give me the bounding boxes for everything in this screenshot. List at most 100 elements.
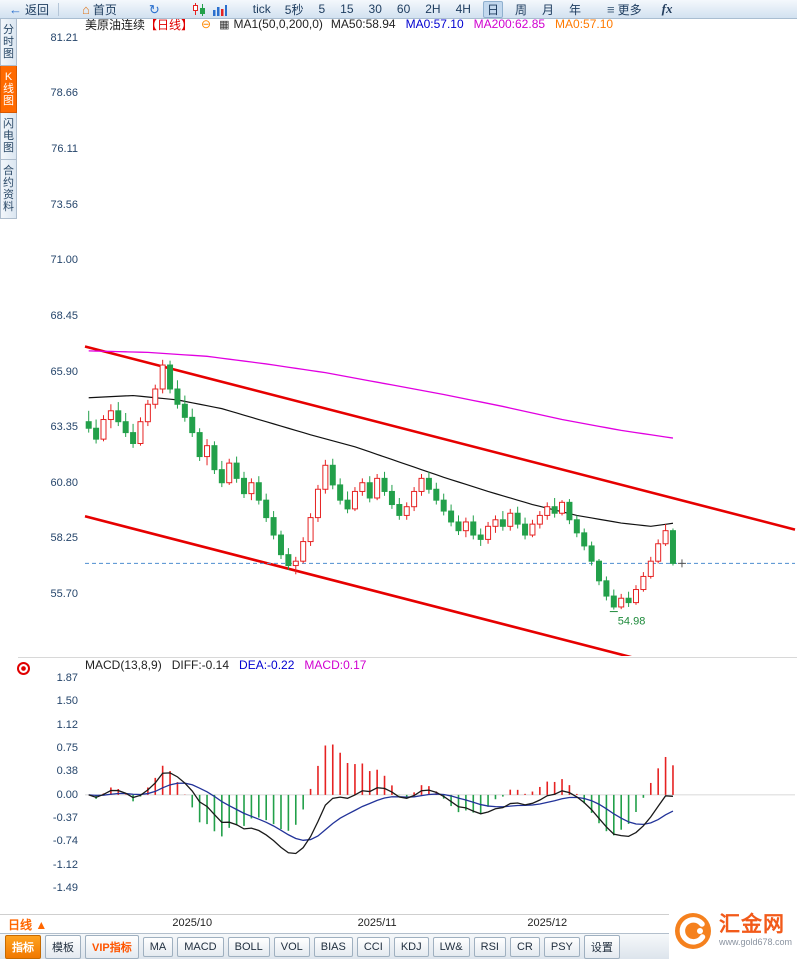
volume-view-button[interactable] <box>209 1 230 18</box>
bottom-toolbar: 指标 模板 VIP指标 MA MACD BOLL VOL BIAS CCI KDJ LW& RSI CR… <box>0 933 797 959</box>
y-axis-label: 55.70 <box>50 587 78 600</box>
period-buttons: 5秒 5 15 30 60 2H 4H 日周月年 <box>282 0 584 18</box>
period-button-2h[interactable]: 2H <box>425 2 441 16</box>
refresh-button[interactable]: ↻ <box>146 1 163 18</box>
x-axis-label: 2025/10 <box>172 917 213 929</box>
chart-plot-area[interactable] <box>85 32 795 898</box>
period-button-15m[interactable]: 15 <box>340 2 354 16</box>
more-label: 更多 <box>617 2 642 17</box>
logo-icon <box>675 913 711 949</box>
period-button-5s[interactable]: 5秒 <box>284 2 304 17</box>
y-axis-label: 81.21 <box>50 31 78 44</box>
indicator-tab-psy[interactable]: PSY <box>543 936 580 957</box>
y-axis-label: 71.00 <box>50 254 78 267</box>
period-button-week[interactable]: 周 <box>514 2 527 17</box>
indicator-tab-macd[interactable]: MACD <box>177 936 224 957</box>
indicator-tab-cr[interactable]: CR <box>509 936 540 957</box>
x-axis-label: 2025/12 <box>527 917 568 929</box>
indicator-tab-rsi[interactable]: RSI <box>473 936 506 957</box>
y-axis-label: 1.50 <box>56 695 78 708</box>
indicator-tab-vol[interactable]: VOL <box>273 936 310 957</box>
period-tag: 【日线】 <box>145 17 194 32</box>
brand-url: www.gold678.com <box>719 937 793 948</box>
y-axis-label: -1.12 <box>52 858 78 871</box>
home-label: 首页 <box>92 2 117 17</box>
period-button-day[interactable]: 日 <box>482 0 503 18</box>
ma-settings-label: MA1(50,0,200,0) <box>233 17 323 31</box>
more-button[interactable]: ≡ 更多 <box>604 1 645 18</box>
y-axis-label: 0.75 <box>56 742 78 754</box>
tick-period-button[interactable]: tick <box>250 1 274 18</box>
ma-value-0: MA50:58.94 <box>330 17 396 31</box>
home-icon: ⌂ <box>82 1 90 17</box>
kline-view-button[interactable] <box>189 1 209 18</box>
candles-layer <box>85 359 676 610</box>
y-axis-label: 73.56 <box>50 198 78 211</box>
y-axis-label: -0.37 <box>52 812 78 824</box>
indicator-tab-vip-indicators[interactable]: VIP指标 <box>85 934 139 959</box>
ma-settings-icon[interactable]: ▦ <box>219 18 230 31</box>
period-button-year[interactable]: 年 <box>568 2 581 17</box>
period-button-30m[interactable]: 30 <box>368 2 382 16</box>
y-axis-label: 68.45 <box>50 309 78 322</box>
indicator-tab-boll[interactable]: BOLL <box>227 936 270 957</box>
home-button[interactable]: ⌂ 首页 <box>79 1 120 18</box>
y-axis-label: 63.35 <box>50 421 78 434</box>
y-axis-label: 1.12 <box>56 718 78 731</box>
menu-icon: ≡ <box>607 1 615 17</box>
indicator-tab-templates[interactable]: 模板 <box>45 934 81 959</box>
toolbar-divider <box>58 2 60 16</box>
indicator-tab-bias[interactable]: BIAS <box>313 936 353 957</box>
x-axis-row <box>18 915 797 933</box>
indicator-tab-indicators[interactable]: 指标 <box>5 934 41 959</box>
symbol-name: 美原油连续 <box>85 17 146 32</box>
indicator-tab-kdj[interactable]: KDJ <box>393 936 429 957</box>
macd-values: DIFF:-0.14 DEA:-0.22 MACD:0.17 <box>172 658 367 672</box>
sidebar-tab-flash-chart[interactable]: 闪电图 <box>0 113 17 160</box>
macd-value-2: MACD:0.17 <box>304 658 367 672</box>
back-button[interactable]: ← 返回 <box>6 1 52 18</box>
ma-lines-layer <box>88 350 674 527</box>
period-button-4h[interactable]: 4H <box>455 2 471 16</box>
y-axis-label: 0.00 <box>56 788 78 801</box>
y-axis-label: 78.66 <box>50 87 78 100</box>
x-axis-label: 2025/11 <box>357 917 397 929</box>
refresh-icon: ↻ <box>148 1 160 17</box>
period-button-5m[interactable]: 5 <box>318 2 326 16</box>
bar-chart-icon <box>212 4 227 16</box>
ma-value-2: MA200:62.85 <box>473 17 546 31</box>
period-button-month[interactable]: 月 <box>541 2 554 17</box>
brand-name: 汇金网 <box>719 913 785 937</box>
fx-icon: fx <box>661 1 673 16</box>
y-axis-label: 76.11 <box>51 143 78 156</box>
indicator-badge-icon[interactable]: ⊖ <box>201 17 212 31</box>
y-axis-label: 60.80 <box>50 476 78 489</box>
macd-value-1: DEA:-0.22 <box>239 658 295 672</box>
sidebar-tab-contract-info[interactable]: 合约资料 <box>0 160 17 219</box>
ma-values: MA50:58.94 MA0:57.10 MA200:62.85 MA0:57.10 <box>331 17 613 31</box>
macd-settings-label: MACD(13,8,9) <box>85 658 162 672</box>
brand-logo[interactable]: 汇金网 www.gold678.com <box>669 903 797 959</box>
low-price-label: 54.98 <box>618 616 646 628</box>
macd-value-0: DIFF:-0.14 <box>171 658 230 672</box>
indicator-tab-lwr[interactable]: LW& <box>432 936 470 957</box>
indicator-tab-cci[interactable]: CCI <box>356 936 390 957</box>
macd-panel-icon[interactable] <box>17 662 30 675</box>
y-axis-label: 58.25 <box>50 532 78 545</box>
period-button-60m[interactable]: 60 <box>396 2 411 16</box>
sidebar-tab-time-share-chart[interactable]: 分时图 <box>0 19 17 66</box>
y-axis-label: 65.90 <box>50 365 78 378</box>
fx-button[interactable]: fx <box>659 1 676 18</box>
macd-layer <box>85 744 795 855</box>
sidebar-tab-kline-chart[interactable]: K线图 <box>0 66 17 113</box>
back-label: 返回 <box>25 2 50 17</box>
ma-value-1: MA0:57.10 <box>405 17 464 31</box>
macd-title-row: MACD(13,8,9) DIFF:-0.14 DEA:-0.22 MACD:0.1… <box>85 658 366 672</box>
period-selector[interactable]: 日线 ▲ <box>8 918 48 932</box>
indicator-tab-ma[interactable]: MA <box>142 936 174 957</box>
y-axis-label: 0.38 <box>56 765 78 778</box>
indicator-tab-settings[interactable]: 设置 <box>583 934 620 959</box>
back-icon: ← <box>9 1 22 17</box>
top-toolbar: ← 返回 ⌂ 首页 ↻ <box>0 0 797 19</box>
